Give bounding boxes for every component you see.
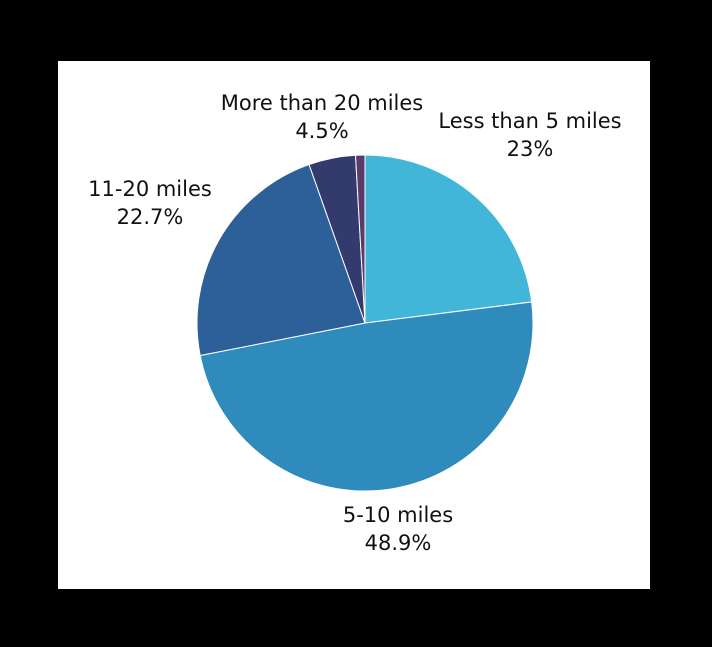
pie-slice (354, 154, 366, 324)
slice-value-label: 23% (507, 137, 554, 161)
slice-value-label: 22.7% (117, 205, 184, 229)
pie-slice (199, 301, 534, 492)
pie-slice (196, 163, 366, 357)
slice-value-label: 48.9% (365, 531, 432, 555)
slice-label: Less than 5 miles (438, 109, 621, 133)
slice-label: More than 20 miles (221, 91, 424, 115)
pie-slice (364, 154, 533, 324)
slice-value-label: 4.5% (295, 119, 348, 143)
slice-label: 11-20 miles (88, 177, 212, 201)
slice-label: 5-10 miles (343, 503, 453, 527)
